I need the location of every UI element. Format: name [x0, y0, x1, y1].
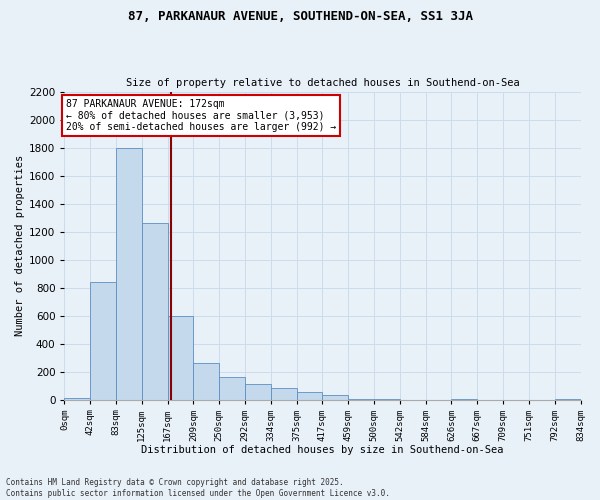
Text: 87 PARKANAUR AVENUE: 172sqm
← 80% of detached houses are smaller (3,953)
20% of : 87 PARKANAUR AVENUE: 172sqm ← 80% of det…: [67, 98, 337, 132]
Bar: [296, 392, 322, 400]
Bar: [90, 282, 116, 400]
Bar: [64, 398, 90, 400]
Bar: [167, 316, 193, 400]
Text: 87, PARKANAUR AVENUE, SOUTHEND-ON-SEA, SS1 3JA: 87, PARKANAUR AVENUE, SOUTHEND-ON-SEA, S…: [128, 10, 473, 23]
Bar: [451, 399, 477, 400]
Y-axis label: Number of detached properties: Number of detached properties: [15, 155, 25, 336]
Bar: [116, 148, 142, 400]
Bar: [142, 223, 167, 400]
Title: Size of property relative to detached houses in Southend-on-Sea: Size of property relative to detached ho…: [125, 78, 520, 88]
Bar: [322, 396, 348, 400]
Bar: [219, 377, 245, 400]
Bar: [348, 399, 374, 400]
Bar: [193, 363, 219, 400]
Text: Contains HM Land Registry data © Crown copyright and database right 2025.
Contai: Contains HM Land Registry data © Crown c…: [6, 478, 390, 498]
X-axis label: Distribution of detached houses by size in Southend-on-Sea: Distribution of detached houses by size …: [141, 445, 504, 455]
Bar: [271, 388, 296, 400]
Bar: [245, 384, 271, 400]
